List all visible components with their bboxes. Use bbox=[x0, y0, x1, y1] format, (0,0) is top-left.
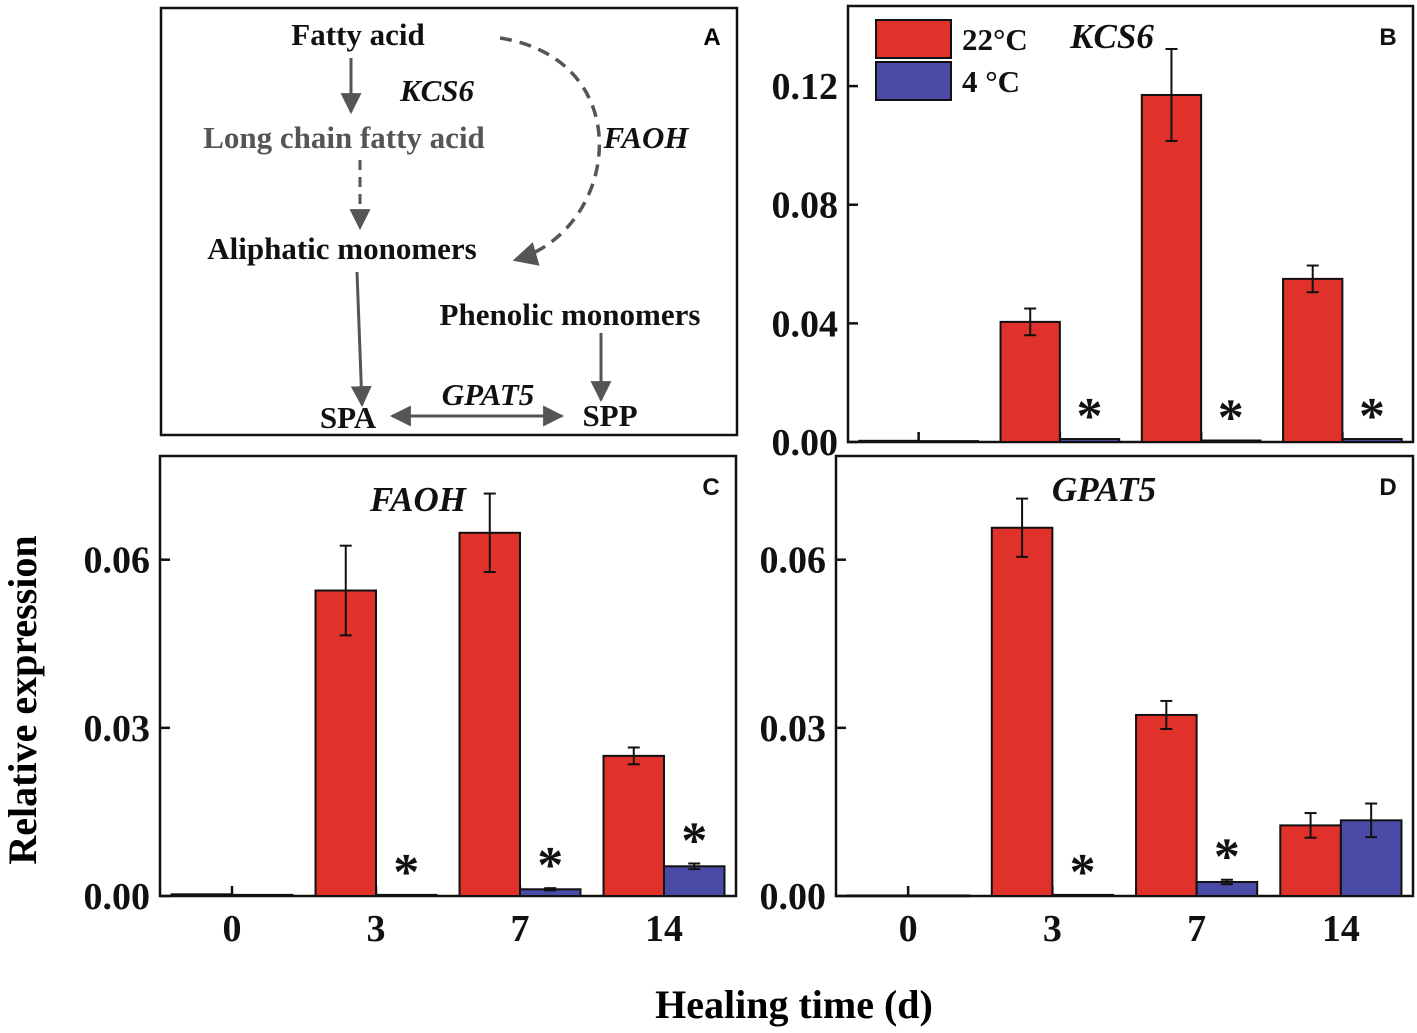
x-axis-title: Healing time (d) bbox=[655, 982, 933, 1027]
panel-c-x-tick-label: 3 bbox=[367, 908, 386, 950]
panel-b-bar-cold-7 bbox=[1200, 439, 1262, 443]
y-axis-title: Relative expression bbox=[0, 535, 45, 864]
node-fatty-acid: Fatty acid bbox=[291, 17, 424, 52]
panel-b-y-tick-label: 0.08 bbox=[772, 185, 839, 227]
legend-label-cold: 4 °C bbox=[962, 64, 1020, 99]
panel-c-significance-star: * bbox=[393, 844, 419, 901]
panel-c-x-tick-label: 0 bbox=[223, 908, 242, 950]
panel-d-y-tick-label: 0.00 bbox=[760, 876, 827, 918]
panel-b-significance-star: * bbox=[1359, 388, 1385, 445]
panel-d-x-tick-label: 14 bbox=[1322, 908, 1360, 950]
panel-b-significance-star: * bbox=[1218, 390, 1244, 447]
panel-d-bar-warm-7 bbox=[1135, 713, 1198, 898]
node-phenolic-monomers: Phenolic monomers bbox=[440, 297, 701, 332]
panel-b-bar-cold-14 bbox=[1341, 438, 1403, 444]
panel-c-y-tick-label: 0.03 bbox=[84, 708, 151, 750]
panel-a-diagram: A Fatty acid Long chain fatty acid Aliph… bbox=[159, 6, 739, 437]
panel-c-bar-warm-7 bbox=[458, 531, 521, 897]
panel-b-chart: B KCS6 0.00 0.04 0.08 0.12 * * * 22°C 4 °C bbox=[772, 4, 1415, 464]
legend-label-warm: 22°C bbox=[962, 22, 1028, 57]
panel-b-bar-warm-3 bbox=[999, 320, 1061, 444]
legend: 22°C 4 °C bbox=[875, 19, 1028, 101]
panel-b-letter: B bbox=[1379, 24, 1396, 51]
enzyme-kcs6-label: KCS6 bbox=[399, 73, 475, 108]
panel-d-x-tick-label: 3 bbox=[1043, 908, 1062, 950]
panel-d-significance-star: * bbox=[1214, 829, 1240, 886]
arrow-aliphatic-to-spa bbox=[350, 271, 372, 408]
panel-b-y-tick-label: 0.12 bbox=[772, 66, 839, 108]
panel-d-bar-warm-0 bbox=[846, 894, 910, 898]
node-aliphatic-monomers: Aliphatic monomers bbox=[207, 231, 477, 266]
panel-a-frame bbox=[159, 6, 739, 437]
legend-swatch-cold bbox=[875, 61, 952, 101]
panel-d-bar-cold-3 bbox=[1051, 893, 1114, 897]
panel-d-x-tick-label: 0 bbox=[899, 908, 918, 950]
panel-b-bar-warm-7 bbox=[1140, 93, 1203, 444]
legend-swatch-warm bbox=[875, 19, 952, 59]
panel-b-y-tick-label: 0.04 bbox=[772, 303, 839, 345]
panel-b-significance-star: * bbox=[1077, 388, 1103, 445]
enzyme-faoh-label: FAOH bbox=[602, 120, 689, 155]
panel-c-letter: C bbox=[702, 474, 719, 501]
panel-c-bar-warm-3 bbox=[314, 589, 377, 897]
panel-d-bar-cold-0 bbox=[907, 894, 970, 898]
panel-d-frame bbox=[834, 454, 1415, 898]
panel-d-y-tick-label: 0.03 bbox=[760, 708, 827, 750]
enzyme-gpat5-label: GPAT5 bbox=[442, 377, 534, 412]
panel-c-bar-cold-0 bbox=[231, 893, 294, 897]
panel-c-x-tick-label: 7 bbox=[511, 908, 530, 950]
panel-c-x-tick-label: 14 bbox=[645, 908, 683, 950]
node-long-chain-fatty-acid: Long chain fatty acid bbox=[203, 120, 485, 155]
panel-d-gene-title: GPAT5 bbox=[1052, 470, 1156, 509]
panel-c-significance-star: * bbox=[537, 837, 563, 894]
panel-b-bar-cold-0 bbox=[917, 440, 979, 443]
panel-c-bar-cold-3 bbox=[375, 893, 438, 897]
panel-b-bar-cold-3 bbox=[1058, 438, 1121, 444]
panel-c-y-tick-label: 0.00 bbox=[84, 876, 151, 918]
panel-d-y-tick-label: 0.06 bbox=[760, 540, 827, 582]
panel-b-bar-warm-14 bbox=[1282, 277, 1344, 444]
panel-b-y-tick-label: 0.00 bbox=[772, 422, 839, 464]
node-spp: SPP bbox=[582, 398, 637, 433]
panel-c-y-tick-label: 0.06 bbox=[84, 540, 151, 582]
node-spa: SPA bbox=[320, 400, 377, 435]
panel-d-letter: D bbox=[1379, 474, 1396, 501]
panel-b-frame bbox=[846, 4, 1415, 444]
panel-b-bar-warm-0 bbox=[858, 439, 920, 443]
panel-d-x-tick-label: 7 bbox=[1187, 908, 1206, 950]
panel-c-bar-warm-14 bbox=[602, 754, 666, 898]
panel-b-gene-title: KCS6 bbox=[1069, 17, 1154, 56]
panel-c-significance-star: * bbox=[681, 812, 707, 869]
panel-a-letter: A bbox=[703, 24, 720, 51]
arrow-faoh-curve bbox=[499, 36, 602, 266]
panel-d-bar-warm-3 bbox=[990, 526, 1054, 898]
panel-d-significance-star: * bbox=[1070, 844, 1096, 901]
panel-c-frame bbox=[158, 454, 738, 898]
panel-c-gene-title: FAOH bbox=[369, 480, 468, 519]
panel-c-bar-warm-0 bbox=[170, 893, 234, 898]
panel-c-bar-cold-14 bbox=[663, 865, 726, 897]
